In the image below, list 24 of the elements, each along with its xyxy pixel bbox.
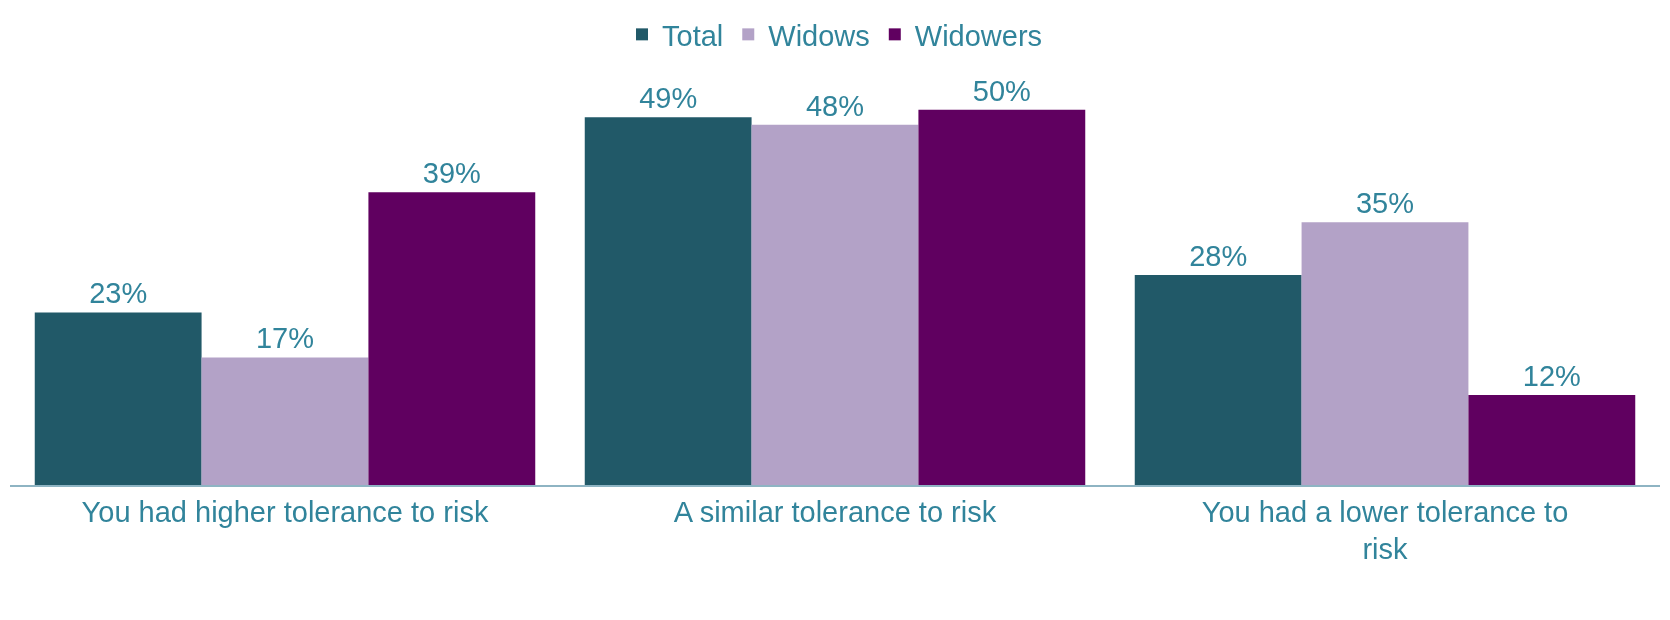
data-label: 39%: [422, 157, 481, 190]
legend-label: Total: [662, 19, 724, 52]
data-label: 28%: [1189, 239, 1248, 272]
bar: [201, 357, 369, 485]
bar: [34, 312, 202, 485]
data-label: 50%: [972, 74, 1031, 107]
x-tick-label: You had a lower tolerance to risk: [1201, 495, 1569, 566]
legend-label: Widowers: [914, 19, 1043, 52]
bar: [584, 117, 752, 485]
bar: [1134, 274, 1302, 485]
data-label: 12%: [1522, 359, 1581, 392]
data-label: 17%: [255, 322, 315, 355]
bar: [1301, 222, 1469, 485]
x-tick-label: A similar tolerance to risk: [673, 495, 997, 528]
data-label: 35%: [1355, 187, 1415, 220]
bar: [918, 109, 1086, 485]
data-label: 49%: [639, 82, 698, 115]
bar: [751, 124, 919, 485]
bar: [1468, 394, 1636, 485]
bar: [368, 192, 536, 485]
data-label: 23%: [89, 277, 148, 310]
x-tick-label: You had higher tolerance to risk: [81, 495, 489, 528]
legend-label: Widows: [768, 19, 870, 52]
data-label: 48%: [805, 89, 865, 122]
